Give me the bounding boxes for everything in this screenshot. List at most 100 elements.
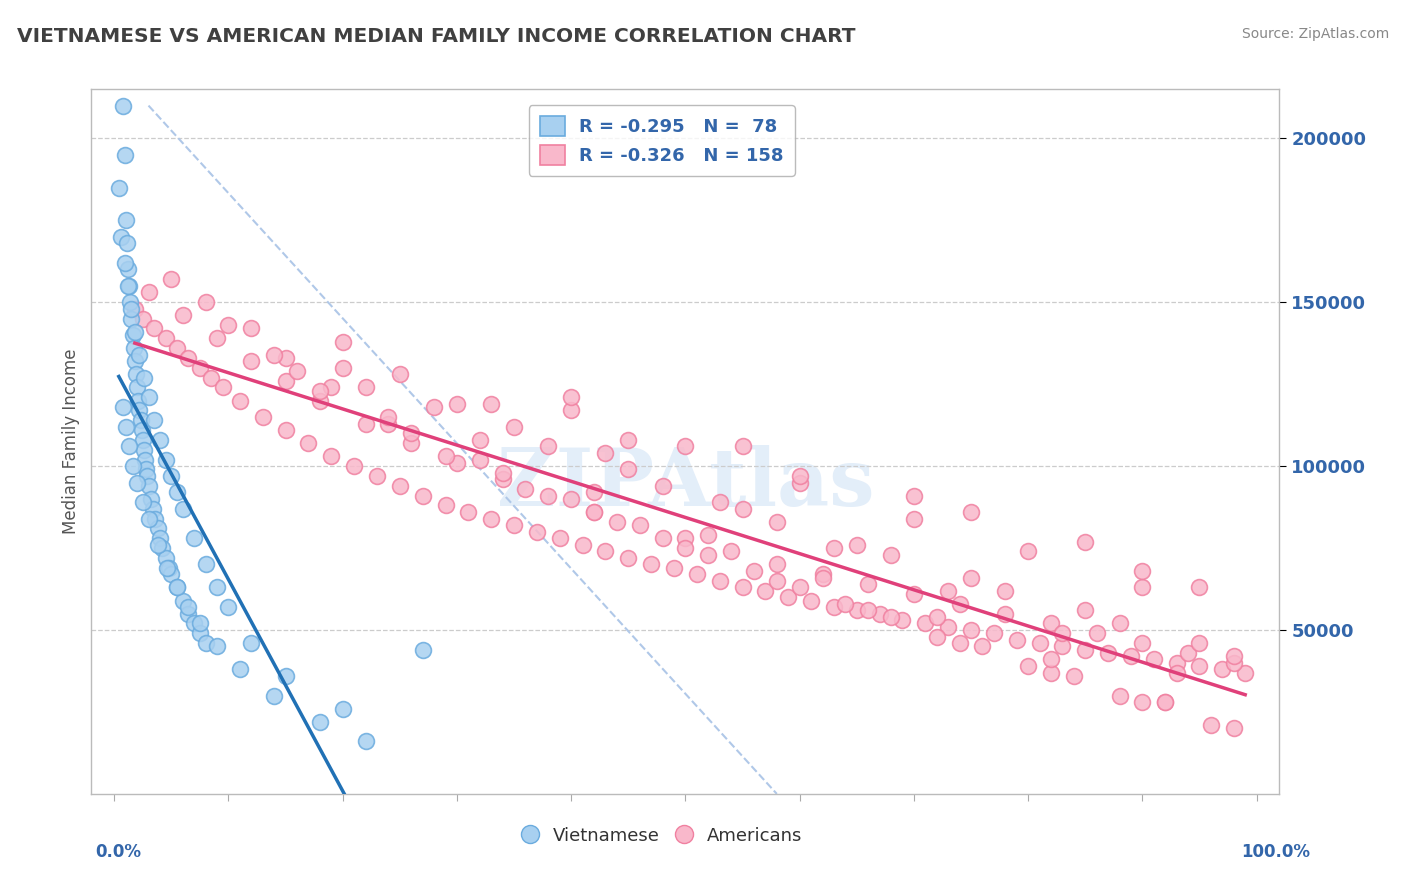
Point xyxy=(972,640,994,654)
Point xyxy=(114,419,136,434)
Point xyxy=(789,581,811,595)
Point xyxy=(240,321,263,335)
Point xyxy=(388,479,411,493)
Point xyxy=(491,466,513,480)
Point xyxy=(595,544,617,558)
Point xyxy=(446,397,468,411)
Point xyxy=(120,295,142,310)
Point xyxy=(1017,544,1039,558)
Point xyxy=(1177,646,1199,660)
Point xyxy=(673,440,696,454)
Point xyxy=(1222,649,1244,664)
Point xyxy=(446,456,468,470)
Point xyxy=(673,541,696,555)
Point xyxy=(332,360,354,375)
Point xyxy=(399,436,422,450)
Point xyxy=(503,419,526,434)
Point xyxy=(155,550,177,565)
Point xyxy=(1188,636,1211,650)
Point xyxy=(1039,665,1062,680)
Point xyxy=(434,499,457,513)
Point xyxy=(117,262,139,277)
Point xyxy=(731,581,754,595)
Point xyxy=(143,413,166,427)
Point xyxy=(117,278,139,293)
Point xyxy=(129,413,152,427)
Point xyxy=(124,354,146,368)
Point xyxy=(640,558,662,572)
Point xyxy=(118,440,141,454)
Point xyxy=(834,597,856,611)
Point xyxy=(188,360,211,375)
Text: 0.0%: 0.0% xyxy=(96,843,142,861)
Point xyxy=(960,570,983,584)
Point xyxy=(731,501,754,516)
Point xyxy=(149,433,172,447)
Point xyxy=(166,341,188,355)
Point xyxy=(211,380,233,394)
Point xyxy=(994,583,1017,598)
Point xyxy=(526,524,548,539)
Point xyxy=(1039,652,1062,666)
Text: VIETNAMESE VS AMERICAN MEDIAN FAMILY INCOME CORRELATION CHART: VIETNAMESE VS AMERICAN MEDIAN FAMILY INC… xyxy=(17,27,855,45)
Point xyxy=(274,374,297,388)
Point xyxy=(321,450,343,464)
Point xyxy=(617,462,640,476)
Point xyxy=(194,558,217,572)
Point xyxy=(925,630,948,644)
Point xyxy=(765,574,787,588)
Point xyxy=(845,538,868,552)
Point xyxy=(434,450,457,464)
Point xyxy=(731,440,754,454)
Point xyxy=(983,626,1005,640)
Point xyxy=(172,501,194,516)
Point xyxy=(138,511,160,525)
Point xyxy=(936,620,959,634)
Point xyxy=(354,734,377,748)
Point xyxy=(1028,636,1050,650)
Point xyxy=(582,505,605,519)
Point xyxy=(778,591,800,605)
Point xyxy=(1085,626,1108,640)
Point xyxy=(891,613,914,627)
Point xyxy=(124,301,146,316)
Point xyxy=(166,581,188,595)
Point xyxy=(115,236,138,251)
Point xyxy=(617,550,640,565)
Point xyxy=(354,380,377,394)
Point xyxy=(537,440,560,454)
Point xyxy=(263,689,285,703)
Point xyxy=(673,531,696,545)
Point xyxy=(754,583,776,598)
Point xyxy=(789,469,811,483)
Point xyxy=(377,409,399,424)
Point xyxy=(1097,646,1119,660)
Point xyxy=(172,593,194,607)
Point xyxy=(274,351,297,365)
Point xyxy=(274,423,297,437)
Point xyxy=(128,348,150,362)
Point xyxy=(121,459,143,474)
Point xyxy=(229,662,252,676)
Point xyxy=(1211,662,1233,676)
Point xyxy=(205,640,228,654)
Point xyxy=(114,147,136,161)
Point xyxy=(343,459,366,474)
Point xyxy=(188,626,211,640)
Point xyxy=(571,538,593,552)
Point xyxy=(651,479,673,493)
Point xyxy=(127,380,148,394)
Point xyxy=(149,531,172,545)
Point xyxy=(789,475,811,490)
Point xyxy=(582,505,605,519)
Point xyxy=(811,570,834,584)
Text: ZIPAtlas: ZIPAtlas xyxy=(496,445,875,523)
Point xyxy=(697,528,720,542)
Point xyxy=(560,491,582,506)
Point xyxy=(366,469,388,483)
Point xyxy=(388,368,411,382)
Point xyxy=(823,541,845,555)
Point xyxy=(651,531,673,545)
Point xyxy=(205,331,228,345)
Point xyxy=(354,417,377,431)
